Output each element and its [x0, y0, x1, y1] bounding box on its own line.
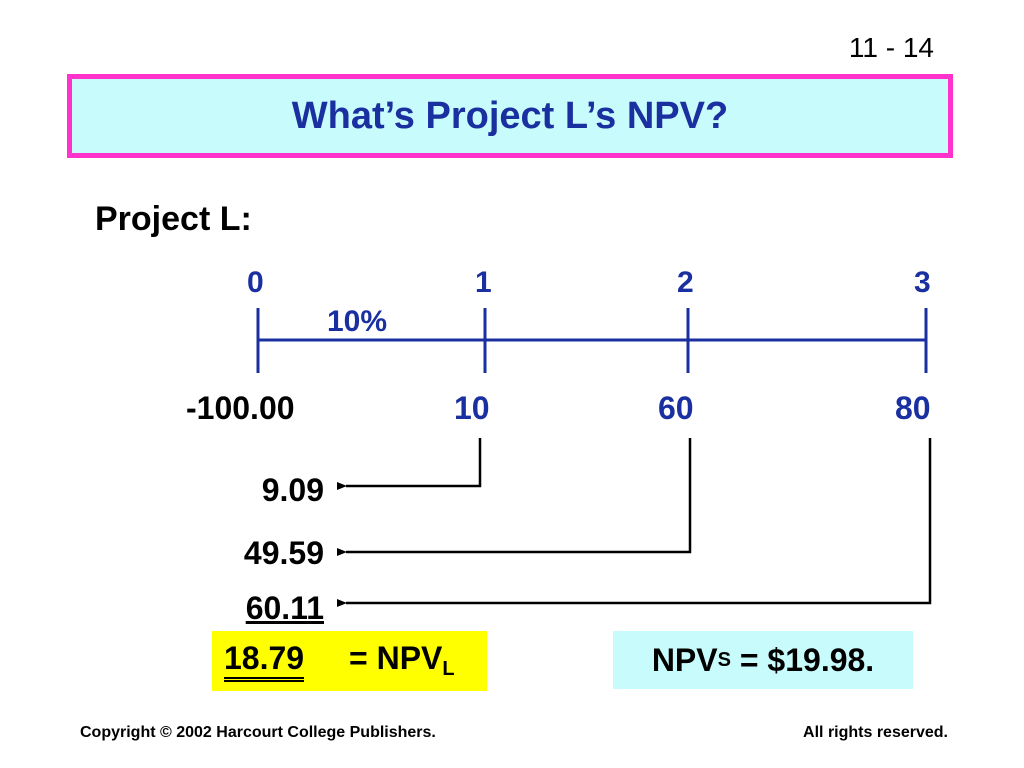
- npv-l-total: 18.79: [224, 640, 305, 682]
- present-value-1: 9.09: [261, 472, 324, 508]
- slide-title: What’s Project L’s NPV?: [291, 94, 729, 137]
- period-label-0: 0: [247, 266, 264, 299]
- page-number: 11 - 14: [848, 32, 934, 63]
- discount-arrow-3: [337, 438, 932, 607]
- discount-arrow-2: [337, 438, 692, 556]
- present-value-3: 60.11: [245, 590, 324, 626]
- npv-l-subscript: L: [442, 658, 455, 680]
- footer-rights: All rights reserved.: [803, 724, 948, 741]
- npv-s-prefix: NPV: [651, 641, 718, 678]
- npv-l-highlight: [212, 631, 487, 691]
- title-box: What’s Project L’s NPV?: [67, 74, 953, 158]
- discount-arrow-1: [337, 438, 482, 490]
- cash-flow-1: 10: [454, 390, 490, 426]
- timeline-axis: [256, 308, 928, 373]
- npv-s-value: = $19.98.: [730, 641, 875, 678]
- cash-flow-0: -100.00: [186, 390, 295, 426]
- discount-rate: 10%: [327, 305, 388, 338]
- project-label: Project L:: [95, 200, 252, 238]
- period-label-1: 1: [475, 266, 492, 299]
- npv-l-equation: = NPVL: [349, 640, 455, 681]
- npv-s-box: NPV S = $19.98.: [613, 631, 913, 689]
- period-label-3: 3: [914, 266, 931, 299]
- npv-l-label: = NPV: [349, 640, 443, 676]
- cash-flow-2: 60: [658, 390, 694, 426]
- present-value-2: 49.59: [243, 535, 324, 571]
- npv-l-value: 18.79: [224, 640, 305, 682]
- cash-flow-3: 80: [895, 390, 931, 426]
- npv-s-subscript: S: [717, 648, 731, 671]
- period-label-2: 2: [677, 266, 694, 299]
- discount-arrows: [337, 438, 932, 607]
- footer-copyright: Copyright © 2002 Harcourt College Publis…: [80, 724, 436, 741]
